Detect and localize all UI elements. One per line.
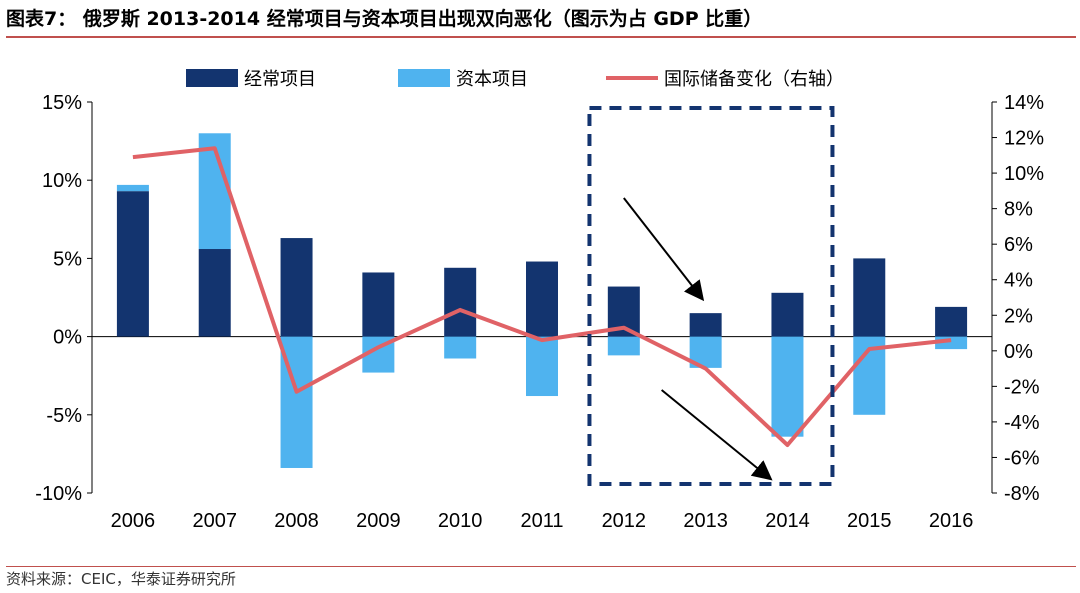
bar-current-account [935, 306, 968, 337]
y-right-tick-label: 0% [1004, 341, 1033, 363]
x-tick-label: 2016 [929, 510, 974, 532]
y-right-tick-label: 2% [1004, 305, 1033, 327]
y-left-tick-label: 0% [53, 327, 82, 349]
legend: 经常项目 资本项目 国际储备变化（右轴） [186, 69, 844, 90]
x-tick-label: 2012 [602, 510, 647, 532]
bar-current-account [689, 313, 722, 337]
y-left-tick-label: 15% [42, 92, 82, 114]
x-tick-label: 2015 [847, 510, 892, 532]
bar-capital-account [771, 336, 804, 437]
y-right-tick-label: -6% [1004, 447, 1040, 469]
x-tick-label: 2007 [192, 510, 237, 532]
bars [116, 133, 968, 468]
x-tick-label: 2006 [111, 510, 156, 532]
legend-label: 国际储备变化（右轴） [664, 69, 844, 90]
y-right-tick-label: 8% [1004, 199, 1033, 221]
bar-current-account [116, 191, 149, 337]
x-tick-label: 2013 [683, 510, 728, 532]
dashed-highlight-box [587, 106, 835, 486]
legend-swatch-current-account [186, 69, 238, 87]
chart: 经常项目 资本项目 国际储备变化（右轴） -10%-5%0%5%10%15%-8%-… [35, 69, 1044, 532]
y-right-tick-label: -8% [1004, 483, 1040, 505]
legend-swatch-capital-account [398, 69, 450, 87]
x-tick-label: 2011 [520, 510, 563, 532]
y-left-tick-label: -10% [35, 483, 82, 505]
y-right-tick-label: 10% [1004, 163, 1044, 185]
legend-label: 资本项目 [456, 69, 528, 90]
y-right-tick-label: -2% [1004, 376, 1040, 398]
arrow-capital-account [661, 389, 773, 481]
y-left-tick-label: -5% [46, 405, 82, 427]
bar-capital-account [444, 336, 477, 359]
x-tick-label: 2008 [274, 510, 319, 532]
annotations [587, 106, 835, 486]
y-right-tick-label: 12% [1004, 128, 1044, 150]
y-left-tick-label: 10% [42, 170, 82, 192]
y-right-tick-label: 14% [1004, 92, 1044, 114]
bar-capital-account [526, 336, 558, 397]
bar-current-account [280, 238, 313, 337]
bar-current-account [444, 267, 477, 337]
legend-label: 经常项目 [244, 69, 316, 90]
x-tick-label: 2014 [765, 510, 810, 532]
y-right-tick-label: 6% [1004, 234, 1033, 256]
bar-current-account [853, 258, 886, 337]
bar-current-account [362, 272, 395, 337]
bar-current-account [526, 261, 558, 337]
reserve-line [132, 146, 952, 448]
y-right-tick-label: 4% [1004, 270, 1033, 292]
chart-title: 图表7： 俄罗斯 2013-2014 经常项目与资本项目出现双向恶化（图示为占 … [6, 2, 1076, 38]
bar-capital-account [607, 336, 640, 356]
bar-current-account [771, 292, 804, 337]
arrow-current-account [623, 197, 705, 302]
bar-capital-account [116, 184, 149, 192]
x-tick-label: 2009 [356, 510, 401, 532]
bar-current-account [198, 249, 231, 337]
axes: -10% -5% 0% 5% 10% 15% -8% -6% -4% -2% 0% 2% 4% 6% 8% 1… [35, 92, 1044, 532]
x-tick-label: 2010 [438, 510, 483, 532]
y-right-tick-label: -4% [1004, 412, 1040, 434]
y-left-tick-label: 5% [53, 248, 82, 270]
source-note: 资料来源：CEIC，华泰证券研究所 [6, 566, 1076, 591]
